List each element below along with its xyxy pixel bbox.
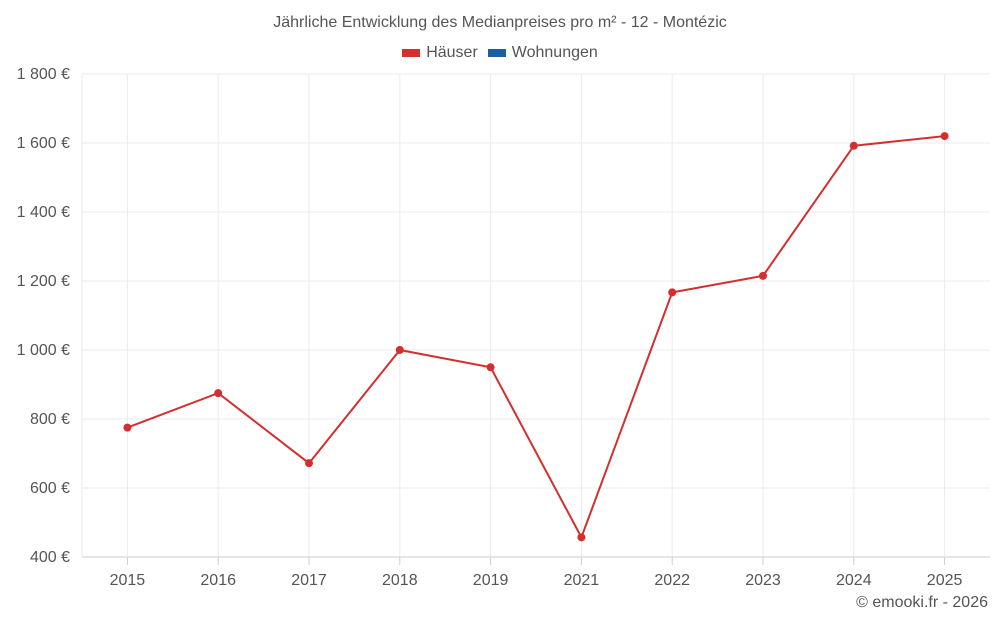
y-tick-label: 1 000 € [17,342,70,359]
data-point[interactable] [577,533,586,542]
data-point[interactable] [395,346,404,354]
x-axis: 2015 2016 2017 2018 2019 2021 2022 2023 2024 2025 [110,557,963,589]
grid-lines [81,73,990,558]
series-line-0 [127,135,945,540]
y-tick-label: 1 200 € [17,273,70,290]
y-tick-label: 400 € [30,549,70,566]
legend-label-houses: Häuser [426,44,478,61]
data-point[interactable] [486,363,495,372]
x-tick-label: 2018 [382,572,418,589]
x-tick-label: 2021 [564,572,600,589]
legend-item-apartments[interactable]: Wohnungen [487,44,598,62]
x-tick-label: 2024 [836,572,872,589]
copyright-credit: © emooki.fr - 2026 [856,594,988,611]
legend-label-apartments: Wohnungen [511,44,598,61]
data-point[interactable] [668,288,677,297]
legend-item-houses[interactable]: Häuser [402,44,478,62]
x-tick-label: 2017 [291,572,327,589]
x-tick-label: 2022 [654,572,690,589]
data-point[interactable] [123,423,132,432]
data-point[interactable] [305,459,313,468]
data-point[interactable] [759,271,767,280]
legend-swatch-houses [402,49,421,57]
x-tick-label: 2019 [473,572,509,589]
data-point[interactable] [214,389,223,398]
y-tick-label: 1 600 € [17,135,70,152]
y-tick-label: 600 € [30,480,70,497]
series-layer [123,132,949,542]
y-tick-label: 1 400 € [17,204,70,221]
y-tick-label: 1 800 € [17,66,70,83]
x-tick-label: 2023 [745,572,781,589]
data-point[interactable] [849,141,858,150]
x-tick-label: 2015 [110,572,146,589]
data-point[interactable] [940,132,949,141]
y-axis: 400 € 600 € 800 € 1 000 € 1 200 € 1 400 € 1 60… [17,66,70,566]
x-tick-label: 2016 [200,572,236,589]
y-tick-label: 800 € [30,411,70,428]
x-tick-label: 2025 [927,572,963,589]
chart-title: Jährliche Entwicklung des Medianpreises … [273,14,727,31]
chart-legend: Häuser Wohnungen [0,44,1000,62]
legend-swatch-apartments [487,49,506,57]
